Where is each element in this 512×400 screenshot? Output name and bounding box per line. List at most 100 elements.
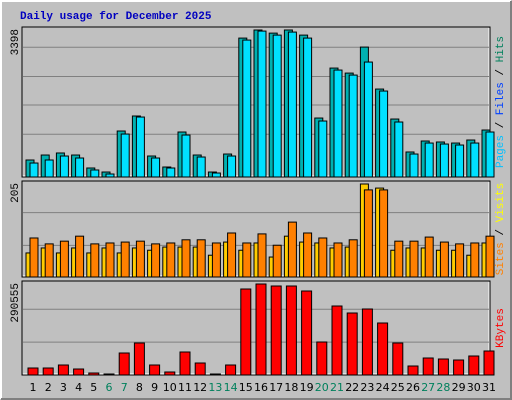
bar [439, 241, 449, 278]
bar [361, 308, 373, 376]
legend: Sites / Visits [495, 183, 507, 275]
bar [181, 134, 191, 178]
bar [225, 364, 237, 376]
y-max-label: 290555 [10, 283, 22, 323]
bar [303, 232, 313, 278]
x-tick-label: 7 [121, 381, 128, 394]
x-tick-label: 13 [208, 381, 222, 394]
bar [394, 240, 404, 278]
x-tick-label: 16 [254, 381, 268, 394]
x-tick-label: 27 [421, 381, 435, 394]
bar [75, 235, 85, 278]
legend-entry: / [495, 222, 507, 242]
x-tick-label: 28 [436, 381, 450, 394]
bar [316, 341, 328, 376]
legend-entry: / [495, 115, 507, 135]
bar [135, 240, 145, 278]
bar [211, 242, 221, 278]
bar [485, 235, 495, 278]
bar [179, 351, 191, 376]
bar [424, 142, 434, 178]
x-tick-label: 30 [467, 381, 481, 394]
x-tick-label: 12 [193, 381, 207, 394]
legend: Pages / Files / Hits [495, 36, 507, 168]
bar [29, 162, 39, 178]
bar [88, 372, 100, 376]
bar [57, 364, 69, 376]
bar [164, 371, 176, 376]
x-tick-label: 1 [30, 381, 37, 394]
bar [392, 342, 404, 376]
bar [90, 243, 100, 278]
x-tick-label: 3 [60, 381, 67, 394]
bar [29, 237, 39, 278]
bar [27, 367, 39, 376]
legend-entry: Hits [495, 36, 507, 62]
bar [149, 364, 161, 376]
x-tick-label: 9 [151, 381, 158, 394]
legend-entry: Pages [495, 135, 507, 168]
x-tick-label: 24 [376, 381, 390, 394]
bar [483, 350, 495, 376]
x-tick-label: 25 [391, 381, 405, 394]
bar [301, 290, 313, 376]
bar [377, 322, 389, 376]
chart-title: Daily usage for December 2025 [20, 11, 212, 23]
x-tick-label: 15 [239, 381, 253, 394]
bar [257, 233, 267, 278]
bar [166, 167, 176, 178]
x-tick-label: 22 [345, 381, 359, 394]
bar [379, 90, 389, 178]
bar [181, 239, 191, 278]
bar [42, 367, 54, 376]
bar [166, 242, 176, 278]
bar [151, 243, 161, 278]
x-tick-label: 18 [284, 381, 298, 394]
x-tick-label: 26 [406, 381, 420, 394]
bar [437, 358, 449, 376]
bar [240, 288, 252, 376]
bar [73, 368, 85, 376]
y-max-label: 3398 [10, 29, 22, 55]
bar [409, 240, 419, 278]
bar [120, 241, 130, 278]
legend-entry: Sites [495, 242, 507, 275]
bar [255, 283, 267, 376]
legend: KBytes [495, 308, 507, 348]
bar [407, 365, 419, 376]
x-tick-label: 17 [269, 381, 283, 394]
bar [135, 116, 145, 178]
bar [439, 143, 449, 178]
bar [105, 173, 115, 178]
bar [379, 189, 389, 278]
x-tick-label: 4 [75, 381, 82, 394]
bar [90, 169, 100, 178]
bar [346, 312, 358, 376]
bar [470, 242, 480, 278]
bar [227, 232, 237, 278]
bar [209, 373, 221, 376]
bar [363, 189, 373, 278]
bar [120, 133, 130, 178]
bar [409, 153, 419, 178]
bar [333, 69, 343, 178]
bar [75, 157, 85, 178]
bar [59, 155, 69, 178]
bar [257, 30, 267, 178]
x-tick-label: 6 [106, 381, 113, 394]
legend-entry: / [495, 62, 507, 82]
bar [303, 37, 313, 178]
bar [103, 373, 115, 376]
bar [468, 355, 480, 376]
bar [333, 242, 343, 278]
bar [272, 244, 282, 278]
bar [196, 156, 206, 178]
bar [151, 157, 161, 178]
x-tick-label: 21 [330, 381, 344, 394]
bar [422, 357, 434, 376]
bar [44, 159, 54, 178]
